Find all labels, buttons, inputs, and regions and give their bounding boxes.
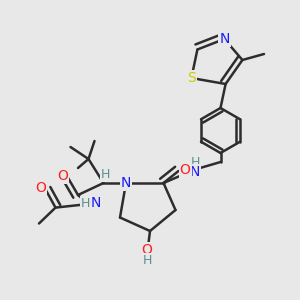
Text: H: H [190,156,200,170]
Text: O: O [180,163,190,176]
Text: O: O [57,169,68,182]
Text: N: N [219,32,230,46]
Text: N: N [91,196,101,210]
Text: S: S [187,71,196,85]
Text: H: H [101,168,111,181]
Text: N: N [190,166,200,179]
Text: O: O [142,244,152,257]
Text: H: H [81,196,90,210]
Text: H: H [142,254,152,267]
Text: O: O [35,181,46,195]
Text: N: N [121,176,131,190]
